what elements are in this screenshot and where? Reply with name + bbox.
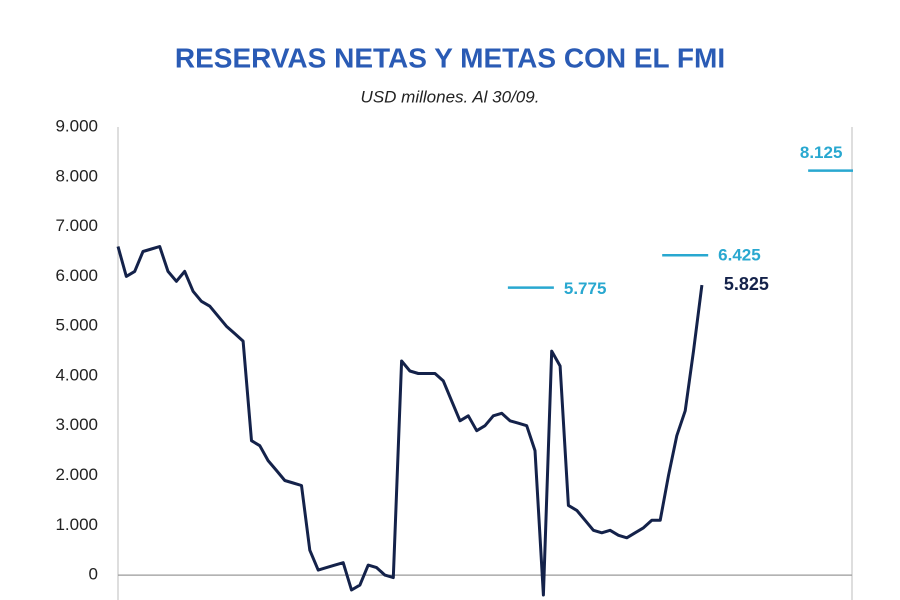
- chart-subtitle: USD millones. Al 30/09.: [361, 87, 540, 106]
- end-value-label: 5.825: [724, 274, 769, 294]
- y-tick-label: 9.000: [55, 116, 98, 135]
- y-tick-label: 4.000: [55, 365, 98, 384]
- y-tick-label: 0: [89, 565, 98, 584]
- y-tick-label: 5.000: [55, 316, 98, 335]
- y-tick-label: 2.000: [55, 465, 98, 484]
- y-tick-label: 8.000: [55, 166, 98, 185]
- target-label: 8.125: [800, 143, 843, 162]
- y-tick-label: 1.000: [55, 515, 98, 534]
- data-line: [116, 245, 704, 597]
- target-label: 5.775: [564, 279, 607, 298]
- chart-title: RESERVAS NETAS Y METAS CON EL FMI: [175, 42, 725, 73]
- y-tick-label: 7.000: [55, 216, 98, 235]
- y-tick-label: 6.000: [55, 266, 98, 285]
- y-tick-label: 3.000: [55, 415, 98, 434]
- target-label: 6.425: [718, 246, 761, 265]
